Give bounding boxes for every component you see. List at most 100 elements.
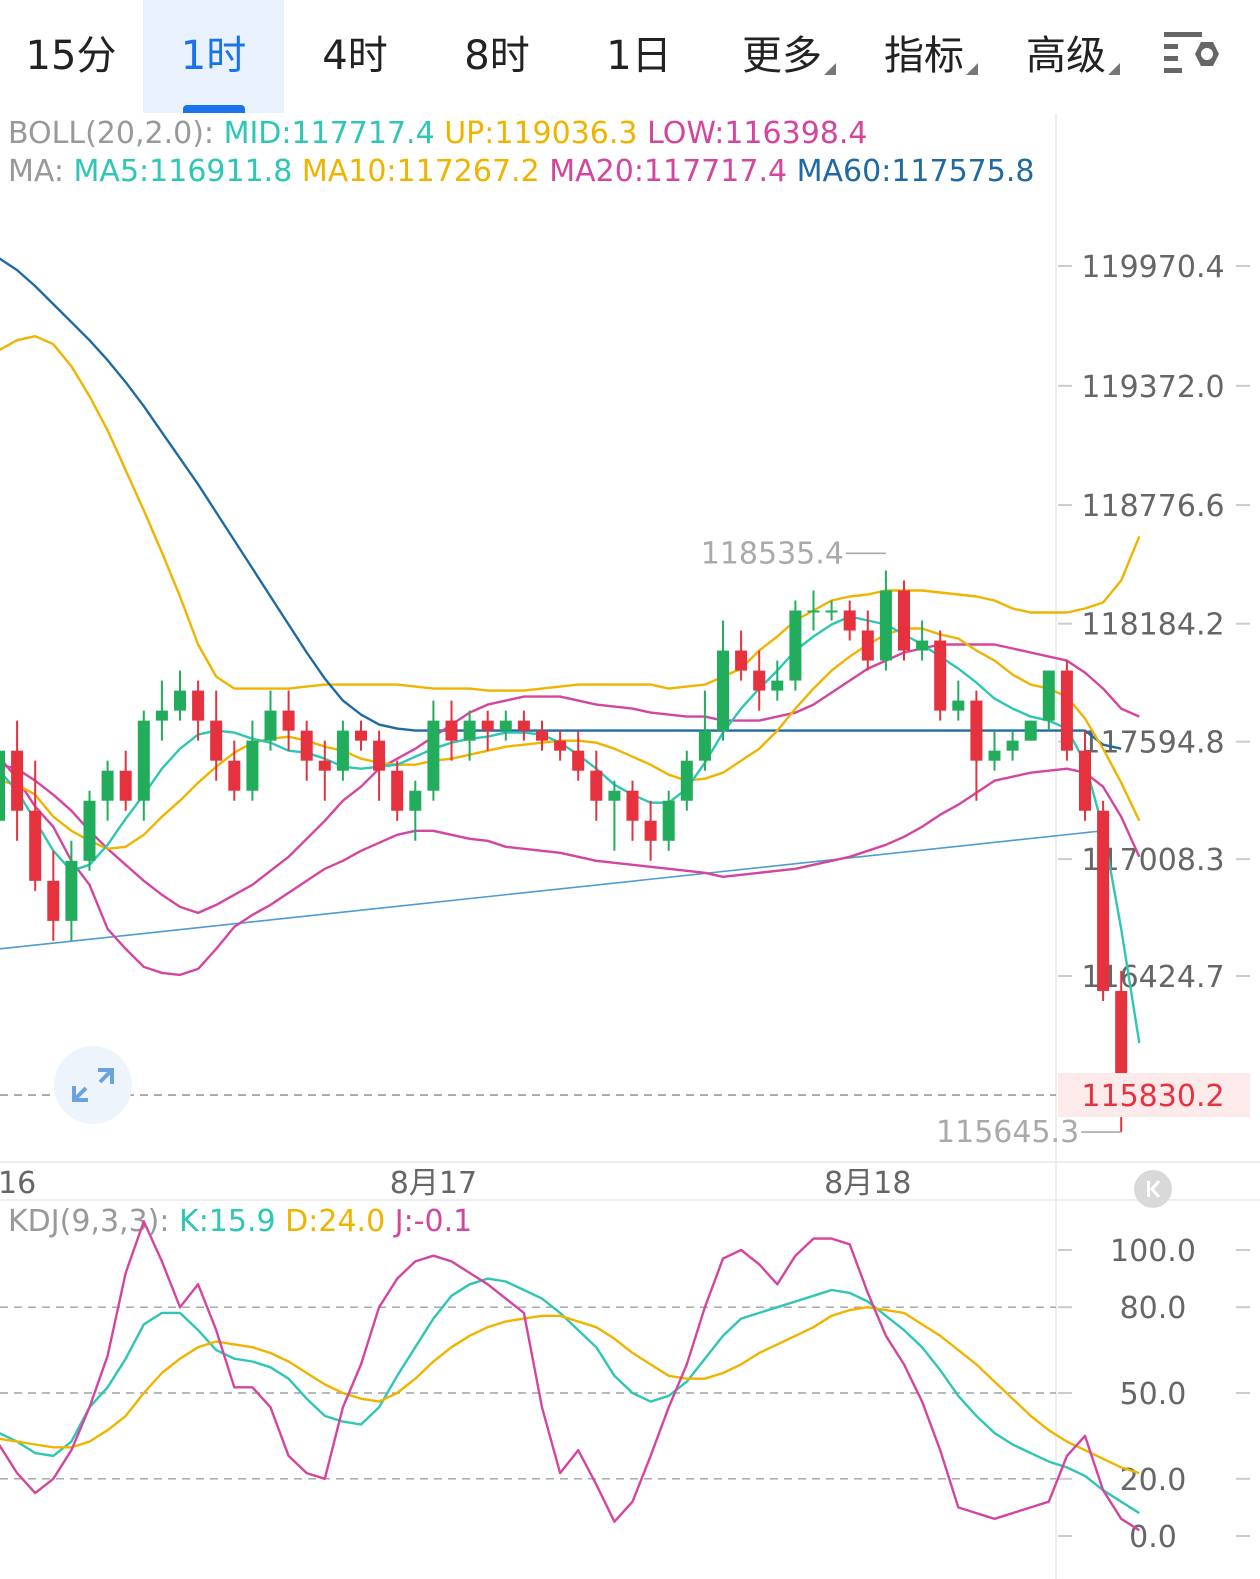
tab-15min[interactable]: 15分 [0,0,142,113]
candle-body [1115,990,1128,1096]
candle-body [0,750,5,821]
candle [318,740,331,801]
candle [83,790,96,871]
candle [608,780,621,851]
kdj-k: K:15.9 [179,1204,276,1239]
tab-1d-label: 1日 [606,33,672,79]
candle-body [898,590,910,651]
ma20-line [0,643,1140,915]
candle-body [717,650,729,731]
kdj-d: D:24.0 [285,1204,386,1239]
candle-body [83,800,96,861]
tab-1h[interactable]: 1时 [143,0,284,113]
candle [391,760,404,821]
kdj-legend: KDJ(9,3,3): K:15.9 D:24.0 J:-0.1 [8,1204,472,1239]
boll-legend: BOLL(20,2.0): MID:117717.4 UP:119036.3 L… [8,116,868,151]
ma60-value: MA60:117575.8 [796,154,1035,189]
ma10-value: MA10:117267.2 [301,154,540,189]
candle [735,630,748,681]
candle-body [481,720,494,731]
tab-more[interactable]: 更多 [718,0,860,113]
candle [282,690,295,751]
tab-4h[interactable]: 4时 [284,0,426,113]
tab-advanced-label: 高级 [1026,33,1106,79]
candle-body [192,690,205,721]
price-tick-label: 119372.0 [1081,370,1224,405]
candle-body [1006,740,1019,751]
tab-advanced[interactable]: 高级 [1002,0,1144,113]
candle-body [336,730,349,771]
candle [373,730,386,801]
candle [879,570,892,671]
candle [192,680,205,741]
candle-body [554,740,567,751]
candle-body [228,760,241,791]
boll-up: UP:119036.3 [444,116,638,151]
candle-body [952,700,965,711]
candle [898,580,910,661]
candle [680,750,693,811]
candle-body [825,610,838,613]
candle-body [970,700,983,761]
candle [174,670,186,721]
candle [753,650,766,711]
candle-body [499,720,512,731]
candle-body [318,760,331,771]
candle-body [246,740,259,791]
tab-4h-label: 4时 [322,33,388,79]
chart-canvas[interactable]: 119970.4119372.0118776.6118184.2117594.8… [0,114,1260,1579]
candle-body [572,750,585,771]
candle-body [1079,750,1091,811]
ma20-value: MA20:117717.4 [549,154,788,189]
candle-body [843,610,856,631]
candle-body [409,790,422,811]
chart-settings-icon[interactable] [1160,26,1224,86]
candle [300,720,313,781]
tab-1d[interactable]: 1日 [568,0,710,113]
candle-body [626,790,639,821]
candle-body [47,880,60,921]
max-price-label: 118535.4 [701,536,844,571]
candle [210,690,223,781]
ma10-line [0,627,1141,850]
candle [481,710,494,751]
timeframe-tabs: 15分 1时 4时 8时 1日 更多 指标 高级 [0,0,1260,113]
boll-name: BOLL(20,2.0): [8,116,215,151]
candle [409,780,422,841]
candle [572,730,585,781]
dropdown-corner-icon [824,63,836,75]
kdj-tick-label: 80.0 [1120,1291,1187,1326]
candle [355,720,367,751]
kdj-tick-label: 20.0 [1120,1463,1187,1498]
candle-body [698,730,711,761]
tab-indicators[interactable]: 指标 [860,0,1002,113]
candle-body [101,770,114,801]
dropdown-corner-icon [1108,63,1120,75]
tab-8h[interactable]: 8时 [426,0,568,113]
candle [1079,730,1091,821]
candle [934,630,947,721]
kdj-tick-label: 100.0 [1110,1234,1196,1269]
expand-icon[interactable] [54,1046,132,1124]
kdj-axis: 100.0 80.0 50.0 20.0 0.0 [0,1234,1250,1555]
candle-body [391,770,404,811]
candle [644,800,657,861]
ma5-line [0,615,1141,1044]
scroll-to-latest-button[interactable] [1134,1170,1172,1208]
boll-mid: MID:117717.4 [223,116,435,151]
price-tick-label: 118776.6 [1081,489,1224,524]
candle-body [355,730,367,741]
candle-body [861,630,874,661]
candle-body [916,640,929,651]
candle [155,680,168,741]
ma-name: MA: [8,154,64,189]
candle [264,690,277,751]
candle-body [644,820,657,841]
candle [916,620,929,661]
candle [47,850,60,941]
candle [463,710,476,761]
ma5-value: MA5:116911.8 [73,154,293,189]
candle [228,740,241,801]
kdj-k-line [0,1277,1140,1515]
candle-body [753,670,766,691]
